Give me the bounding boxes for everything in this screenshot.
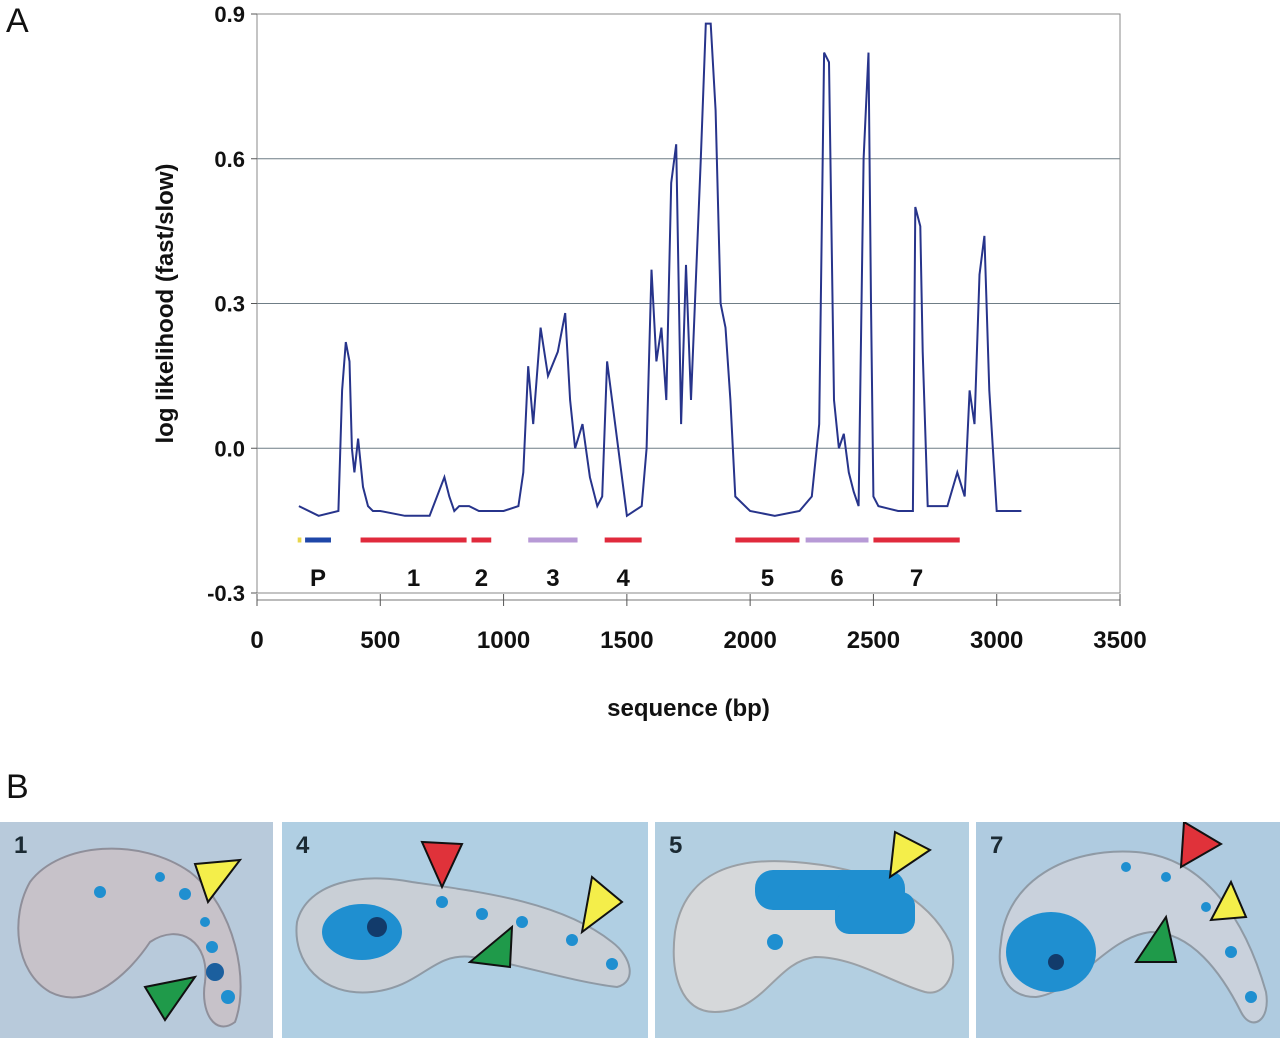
segment-label: 6: [830, 565, 843, 592]
y-tick-label: 0.3: [214, 292, 245, 317]
segment-label: 3: [546, 565, 559, 592]
x-tick-label: 1500: [600, 627, 653, 654]
y-ticks: -0.3 0.0 0.3 0.6 0.9: [207, 2, 257, 606]
embryo-photo-4: 4: [282, 822, 648, 1038]
segment-label: P: [310, 565, 326, 592]
panel-b-label: B: [6, 768, 29, 806]
yellow-arrowhead: [888, 830, 932, 880]
segment-label: 7: [910, 565, 923, 592]
red-arrowhead: [1179, 822, 1223, 869]
segment-label: 4: [616, 565, 630, 592]
panel-a-label: A: [6, 2, 29, 40]
red-arrowhead: [420, 840, 464, 890]
photo-label-5: 5: [669, 832, 683, 859]
green-arrowhead: [143, 975, 198, 1022]
y-tick-label: 0.9: [214, 2, 245, 27]
y-tick-label: -0.3: [207, 581, 245, 606]
segment-label: 2: [475, 565, 488, 592]
x-tick-label: 0: [250, 627, 263, 654]
photo-label-7: 7: [990, 832, 1004, 859]
yellow-arrowhead: [580, 875, 624, 935]
embryo-photo-7: 7: [976, 822, 1280, 1038]
y-tick-label: 0.0: [214, 436, 245, 461]
gridlines: [257, 13, 1120, 594]
yellow-arrowhead: [193, 858, 243, 905]
segment-bars: P 1 2 3 4 5 6 7: [297, 537, 960, 592]
y-tick-label: 0.6: [214, 147, 245, 172]
x-ticks: 0 500 1000 1500 2000 2500 3000 3500: [250, 594, 1147, 654]
photo-label-4: 4: [296, 832, 310, 859]
x-axis-label: sequence (bp): [607, 695, 770, 722]
embryo-photo-1: 1: [0, 822, 273, 1038]
green-arrowhead: [467, 924, 514, 969]
log-likelihood-chart: -0.3 0.0 0.3 0.6 0.9 0 500 1000 1500 2000 2500 300…: [152, 2, 1147, 722]
x-tick-label: 2000: [723, 627, 776, 654]
segment-label: 5: [761, 565, 774, 592]
x-tick-label: 3500: [1093, 627, 1146, 654]
yellow-arrowhead: [1209, 879, 1248, 922]
y-axis-label: log likelihood (fast/slow): [152, 163, 179, 443]
green-arrowhead: [1134, 914, 1178, 963]
x-tick-label: 500: [360, 627, 400, 654]
series-line: [298, 22, 1022, 518]
segment-label: 1: [407, 565, 420, 592]
x-tick-label: 2500: [847, 627, 900, 654]
embryo-photo-5: 5: [655, 822, 969, 1038]
x-tick-label: 3000: [970, 627, 1023, 654]
photo-label-1: 1: [14, 832, 28, 859]
x-tick-label: 1000: [477, 627, 530, 654]
embryo-shape: [295, 877, 631, 994]
